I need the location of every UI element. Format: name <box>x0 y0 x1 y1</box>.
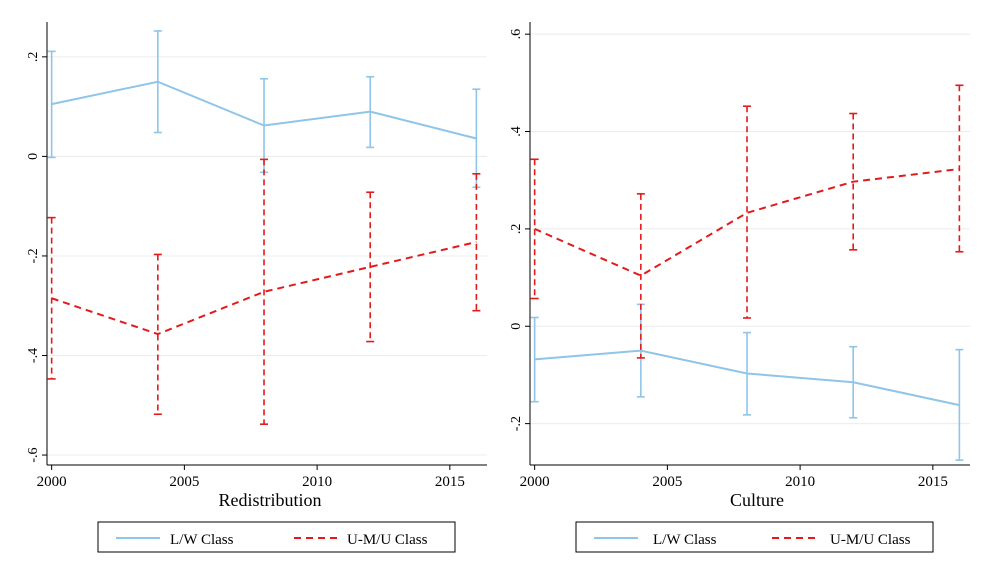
y-tick-label: -.4 <box>26 348 41 363</box>
series-line <box>534 168 960 277</box>
y-tick-label: 0 <box>509 323 524 330</box>
y-tick-label: .2 <box>509 224 524 235</box>
legend-label-um-left: U-M/U Class <box>347 532 428 548</box>
x-tick-label: 2005 <box>652 474 682 490</box>
legend-label-lw-left: L/W Class <box>170 532 234 548</box>
y-tick-label: .4 <box>509 126 524 137</box>
x-tick-label: 2000 <box>37 474 67 490</box>
x-tick-label: 2005 <box>169 474 199 490</box>
legend-label-um-right: U-M/U Class <box>830 532 911 548</box>
x-tick-label: 2015 <box>918 474 948 490</box>
x-tick-label: 2010 <box>785 474 815 490</box>
series-line <box>51 241 477 336</box>
series-line <box>51 80 477 140</box>
x-tick-label: 2000 <box>520 474 550 490</box>
y-tick-label: 0 <box>26 153 41 160</box>
series-um-left <box>47 158 481 425</box>
series-lw-right <box>530 303 964 461</box>
y-tick-label: -.6 <box>26 447 41 462</box>
plot-panel-left: .2 0 -.2 -.4 -.6 2000 2005 2010 2015 <box>26 22 487 490</box>
legend-label-lw-right: L/W Class <box>653 532 717 548</box>
y-tick-label: -.2 <box>26 248 41 263</box>
y-tick-label: -.2 <box>509 416 524 431</box>
x-tick-label: 2010 <box>302 474 332 490</box>
y-tick-label: .2 <box>26 52 41 63</box>
series-line <box>534 349 960 407</box>
y-tick-label: .6 <box>509 29 524 40</box>
series-lw-left <box>47 30 481 189</box>
x-tick-label: 2015 <box>435 474 465 490</box>
series-um-right <box>530 84 964 359</box>
plot-panel-right: .6 .4 .2 0 -.2 2000 2005 2010 2015 <box>509 22 970 490</box>
x-axis-label-left: Redistribution <box>219 490 322 510</box>
x-axis-label-right: Culture <box>730 490 784 510</box>
legend-right <box>575 521 934 553</box>
legend-left <box>97 521 456 553</box>
